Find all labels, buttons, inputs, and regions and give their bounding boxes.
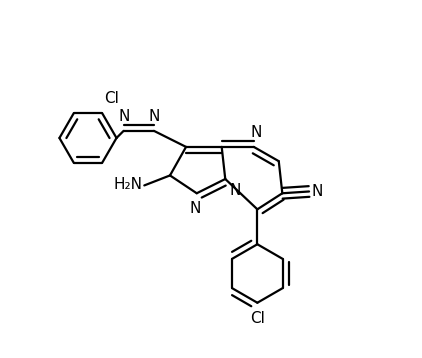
Text: N: N [189, 201, 200, 216]
Text: Cl: Cl [104, 91, 119, 106]
Text: N: N [119, 110, 130, 125]
Text: N: N [250, 125, 262, 140]
Text: N: N [149, 110, 160, 125]
Text: N: N [312, 184, 323, 199]
Text: H₂N: H₂N [114, 177, 143, 192]
Text: N: N [230, 183, 241, 198]
Text: Cl: Cl [250, 311, 265, 325]
